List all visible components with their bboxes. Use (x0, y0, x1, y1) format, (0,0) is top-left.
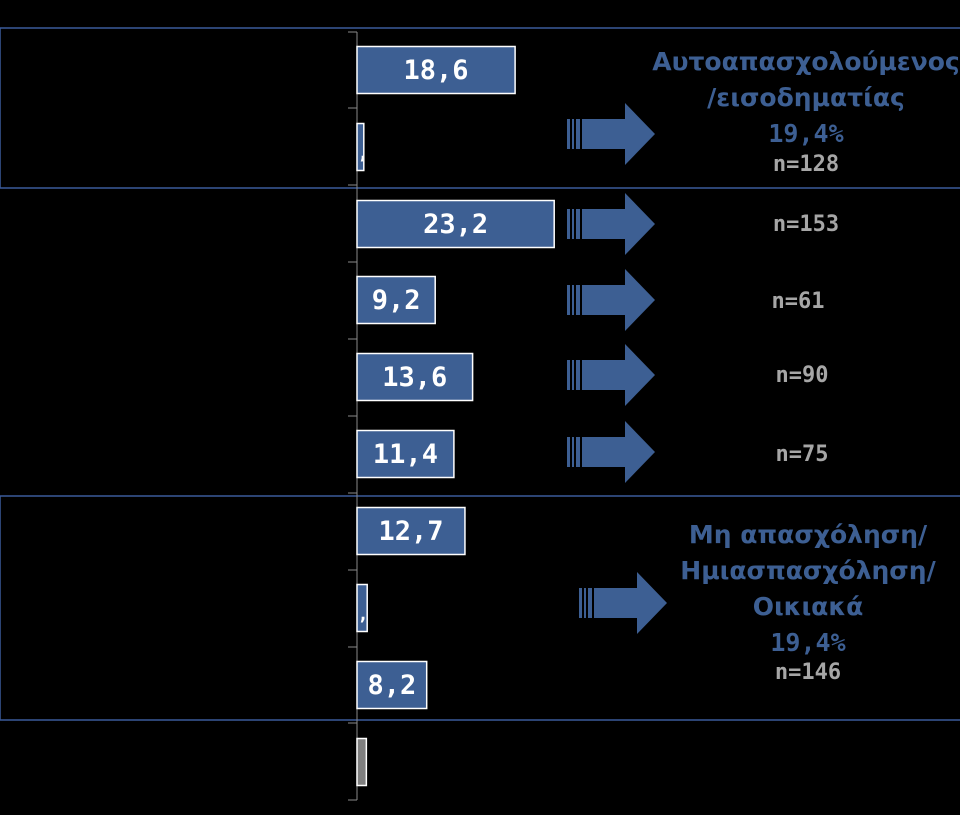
group-title-line: Ημιασπασχόληση/ (680, 556, 936, 585)
bar-data-label: 18,6 (404, 55, 469, 86)
group-annotations: Αυτοαπασχολούμενος/εισοδηματίας 19,4% n=12… (652, 47, 959, 685)
group-sample-size: n=90 (776, 363, 829, 388)
arrow (567, 103, 655, 165)
bars: 18,6, 23,2 9,2 13,6 11,4 12,7, 8,2 (356, 45, 555, 787)
bar-data-label: 11,4 (373, 439, 438, 470)
arrow (567, 344, 655, 406)
bar (356, 352, 474, 402)
bar (356, 122, 365, 172)
bar-data-label: 13,6 (382, 362, 447, 393)
group-box-5 (0, 495, 960, 721)
group-sample-size: n=61 (772, 289, 825, 314)
arrow (567, 421, 655, 483)
bar (356, 660, 428, 710)
group-box-0 (0, 27, 960, 189)
group-annotation-1: n=153 (773, 212, 839, 237)
group-title-line: Αυτοαπασχολούμενος (652, 47, 959, 76)
bar (356, 506, 466, 556)
bar-data-label: 9,2 (372, 285, 421, 316)
value-axis (348, 31, 358, 801)
group-boxes (0, 27, 960, 721)
bar-data-label: , (358, 604, 369, 625)
bar (356, 429, 455, 479)
bar-data-label: 12,7 (378, 516, 443, 547)
group-percentage: 19,4% (768, 119, 843, 148)
group-annotation-5: Μη απασχόληση/Ημιασπασχόληση/Οικιακά 19,4… (680, 520, 936, 685)
bar (356, 45, 516, 95)
group-annotation-3: n=90 (776, 363, 829, 388)
bar (356, 199, 555, 249)
group-percentage: 19,4% (770, 628, 845, 657)
bar-data-label: 8,2 (367, 670, 416, 701)
arrow (567, 269, 655, 331)
group-sample-size: n=153 (773, 212, 839, 237)
bar-data-label: 23,2 (423, 209, 488, 240)
arrow (567, 193, 655, 255)
group-annotation-4: n=75 (776, 442, 829, 467)
bar-data-label: , (358, 143, 369, 164)
bar (356, 737, 368, 787)
arrows (567, 103, 667, 634)
group-annotation-0: Αυτοαπασχολούμενος/εισοδηματίας 19,4% n=12… (652, 47, 959, 177)
group-title-line: Οικιακά (753, 592, 864, 621)
bar (356, 583, 368, 633)
group-sample-size: n=75 (776, 442, 829, 467)
group-annotation-2: n=61 (772, 289, 825, 314)
group-sample-size: n=128 (773, 152, 839, 177)
group-sample-size: n=146 (775, 660, 841, 685)
group-title-line: /εισοδηματίας (707, 83, 905, 112)
arrow (579, 572, 667, 634)
group-title-line: Μη απασχόληση/ (689, 520, 928, 549)
bar (356, 275, 436, 325)
